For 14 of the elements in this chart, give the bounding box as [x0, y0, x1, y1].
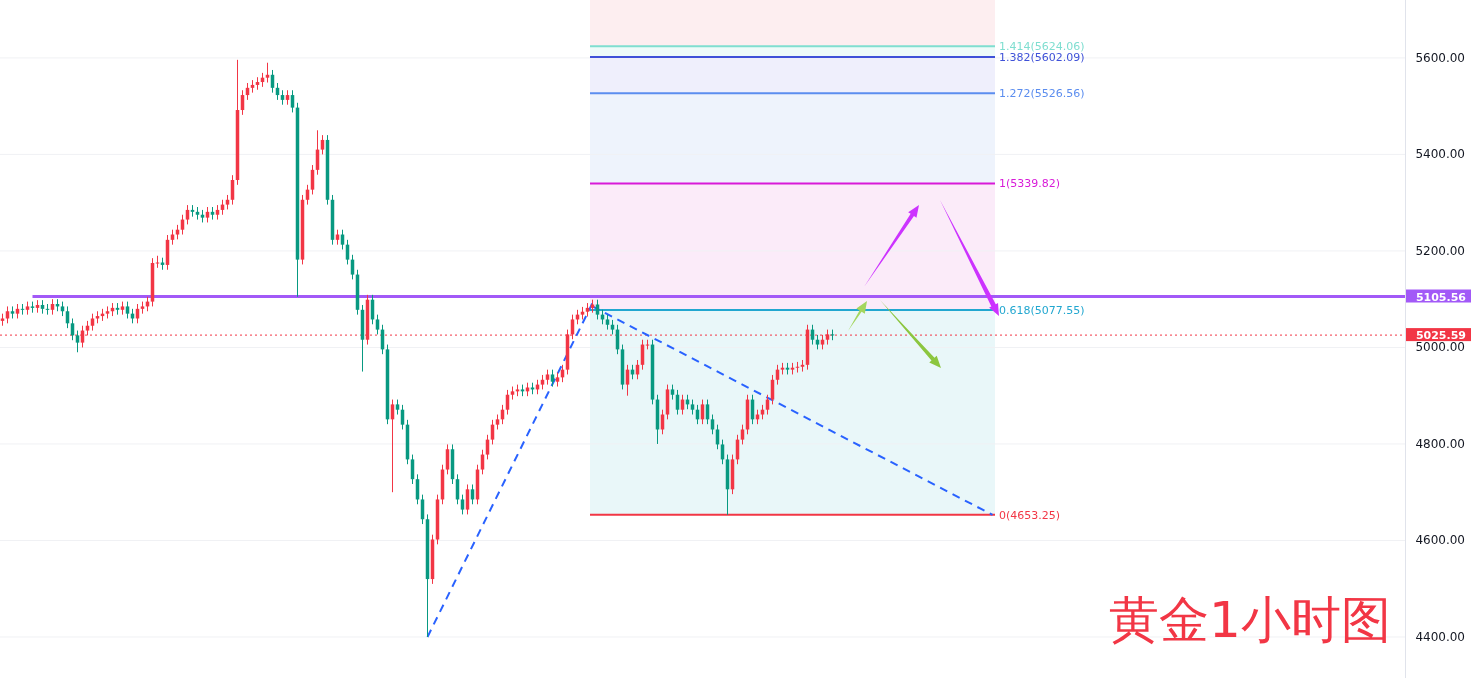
ref-line-label: 5025.59 — [1415, 329, 1466, 343]
ref-line-label: 1(5339.82) — [999, 177, 1061, 191]
y-tick-label: 5600.00 — [1415, 50, 1465, 65]
y-tick-label: 5400.00 — [1415, 147, 1465, 162]
text: 黄金1小时图 — [1109, 591, 1391, 649]
y-tick-label: 4800.00 — [1415, 436, 1465, 451]
ref-line-label: 0.618(5077.55) — [999, 304, 1085, 318]
ref-line-label: 5105.56 — [1415, 290, 1467, 304]
y-tick-label: 4400.00 — [1415, 629, 1465, 644]
y-tick-label: 5000.00 — [1415, 340, 1465, 355]
y-tick-label: 5200.00 — [1415, 243, 1465, 258]
ref-line-label: 0(4653.25) — [999, 508, 1061, 522]
y-tick-label: 4600.00 — [1415, 533, 1465, 548]
ref-line-label: 1.272(5526.56) — [999, 87, 1085, 101]
